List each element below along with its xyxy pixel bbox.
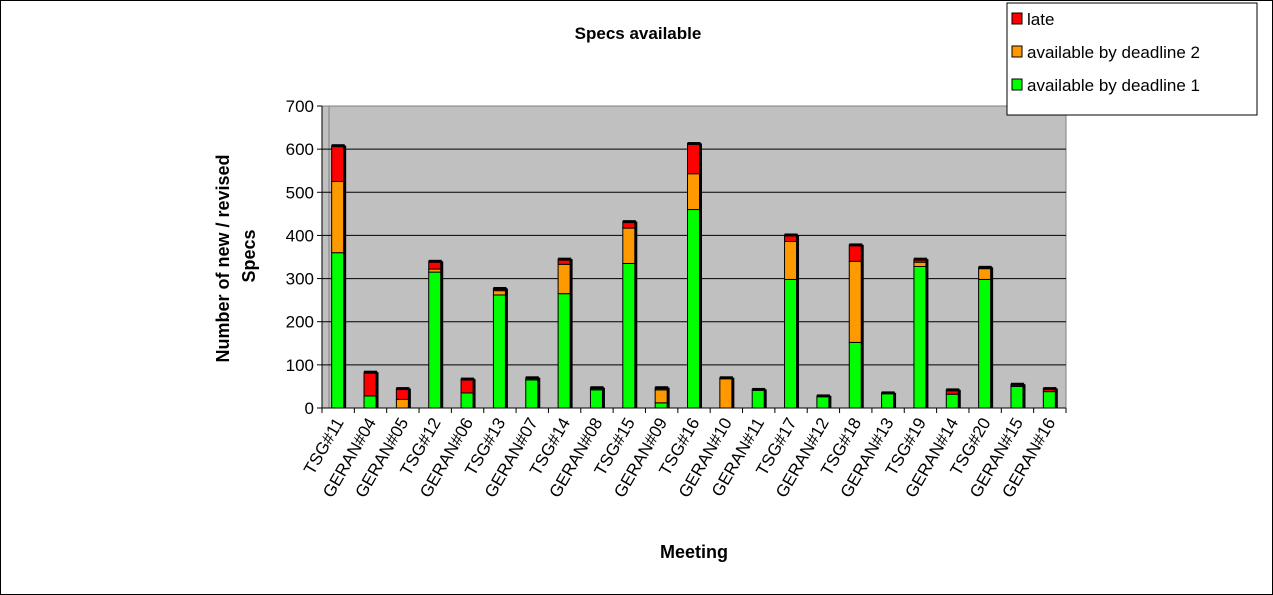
legend-swatch bbox=[1011, 78, 1023, 91]
chart-title: Specs available bbox=[575, 24, 702, 43]
bar-segment bbox=[848, 341, 863, 409]
bar-segment bbox=[654, 389, 669, 404]
bar-segment bbox=[363, 371, 378, 397]
bar-segment bbox=[331, 145, 346, 182]
bar-segment bbox=[525, 379, 540, 409]
bar-segment bbox=[589, 389, 604, 409]
bar-segment bbox=[428, 271, 443, 409]
legend-label: late bbox=[1027, 10, 1054, 29]
bar-segment bbox=[687, 173, 701, 211]
bar-segment bbox=[913, 261, 928, 267]
bar-segment bbox=[492, 290, 507, 296]
y-axis-title: Number of new / revised Specs bbox=[213, 149, 259, 362]
bar-segment bbox=[1042, 391, 1057, 409]
bar-segment bbox=[331, 252, 346, 409]
y-tick-label: 0 bbox=[305, 399, 314, 418]
bar-segment bbox=[978, 268, 993, 280]
bar-segment bbox=[363, 395, 378, 409]
bar-segment bbox=[557, 293, 572, 409]
y-axis-title-line2: Specs bbox=[239, 229, 259, 282]
bar-segment bbox=[881, 392, 896, 409]
bar-segment bbox=[1010, 385, 1025, 409]
bar-segment bbox=[557, 263, 572, 295]
y-tick-label: 400 bbox=[286, 226, 314, 245]
bar-segment bbox=[331, 181, 346, 254]
legend-swatch bbox=[1011, 45, 1023, 58]
bar-segment bbox=[945, 393, 960, 409]
bar-segment bbox=[622, 227, 637, 264]
bar-segment bbox=[687, 143, 701, 175]
bar-segment bbox=[622, 262, 637, 409]
bar-segment bbox=[816, 395, 831, 409]
bar-segment bbox=[913, 265, 928, 409]
bars bbox=[331, 142, 1058, 409]
y-tick-label: 300 bbox=[286, 270, 314, 289]
bar-segment bbox=[460, 392, 475, 409]
bar-segment bbox=[751, 388, 766, 409]
bar-segment bbox=[460, 378, 475, 394]
bar-segment bbox=[654, 402, 669, 409]
legend-swatch bbox=[1011, 12, 1023, 25]
y-tick-label: 100 bbox=[286, 356, 314, 375]
bar-segment bbox=[848, 244, 863, 262]
bar-segment bbox=[395, 398, 410, 409]
y-tick-label: 600 bbox=[286, 140, 314, 159]
bar-segment bbox=[848, 260, 863, 343]
x-axis-title: Meeting bbox=[660, 542, 728, 562]
legend: late available by deadline 2 available by … bbox=[1006, 2, 1258, 116]
bar-segment bbox=[395, 388, 410, 400]
bar-segment bbox=[784, 278, 799, 409]
bar-segment bbox=[784, 240, 799, 280]
bar-segment bbox=[687, 209, 701, 409]
bar-segment bbox=[492, 294, 507, 409]
bar-segment bbox=[719, 378, 734, 409]
y-axis-title-line1: Number of new / revised bbox=[213, 154, 233, 362]
legend-label: available by deadline 1 bbox=[1027, 76, 1200, 95]
y-axis-ticks: 0 100 200 300 400 500 600 700 bbox=[286, 97, 322, 418]
y-tick-label: 500 bbox=[286, 183, 314, 202]
y-tick-label: 200 bbox=[286, 313, 314, 332]
legend-box bbox=[1006, 2, 1258, 116]
legend-label: available by deadline 2 bbox=[1027, 43, 1200, 62]
bar-segment bbox=[978, 278, 993, 409]
y-tick-label: 700 bbox=[286, 97, 314, 116]
